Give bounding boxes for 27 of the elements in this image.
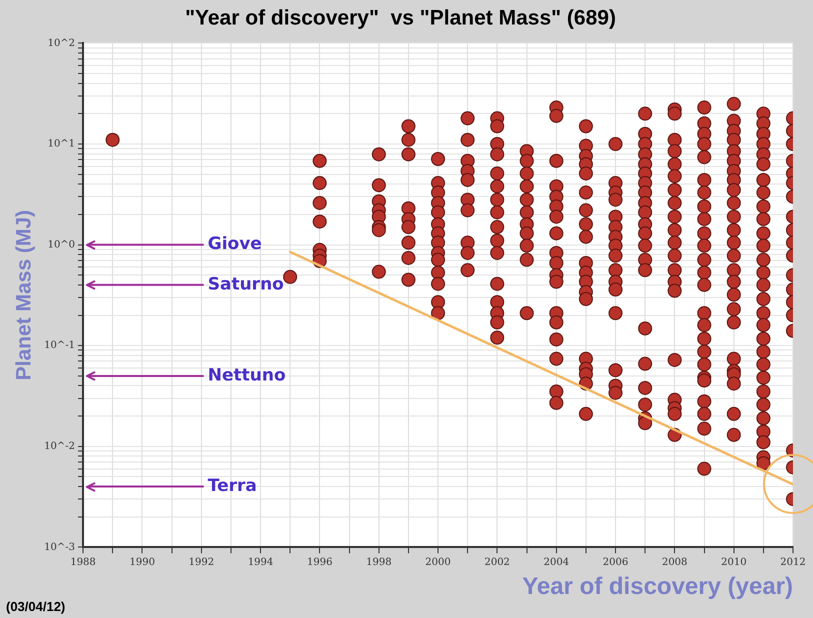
y-tick-label: 10^2: [48, 38, 76, 49]
ref-line-label: Saturno: [208, 274, 284, 294]
y-tick-label: 10^0: [48, 239, 76, 250]
x-tick-label: 2004: [544, 556, 570, 568]
x-tick-label: 1996: [306, 556, 332, 568]
x-tick-label: 1990: [129, 556, 155, 568]
ref-line-label: Nettuno: [208, 365, 286, 386]
y-tick-label: 10^-3: [44, 542, 76, 553]
y-tick-label: 10^-1: [44, 340, 76, 352]
x-tick-label: 2000: [425, 556, 451, 568]
chart-title: "Year of discovery" vs "Planet Mass" (689): [185, 6, 616, 30]
x-tick-label: 1988: [70, 556, 96, 568]
x-tick-label: 2010: [721, 556, 747, 568]
x-tick-label: 2012: [780, 556, 806, 568]
ref-line-label: Terra: [208, 476, 257, 496]
x-tick-label: 2006: [602, 556, 628, 568]
x-axis-title: Year of discovery (year): [522, 573, 793, 600]
x-tick-label: 1992: [188, 556, 214, 568]
y-tick-label: 10^1: [48, 138, 76, 150]
text: (03/04/12): [6, 599, 66, 614]
x-tick-label: 2008: [662, 556, 688, 568]
x-tick-label: 2002: [484, 556, 510, 568]
x-tick-label: 1994: [248, 556, 274, 568]
y-tick-label: 10^-2: [44, 440, 76, 452]
ref-line-label: Giove: [208, 234, 262, 254]
y-axis-title: Planet Mass (MJ): [12, 210, 36, 380]
x-tick-label: 1998: [366, 556, 392, 568]
